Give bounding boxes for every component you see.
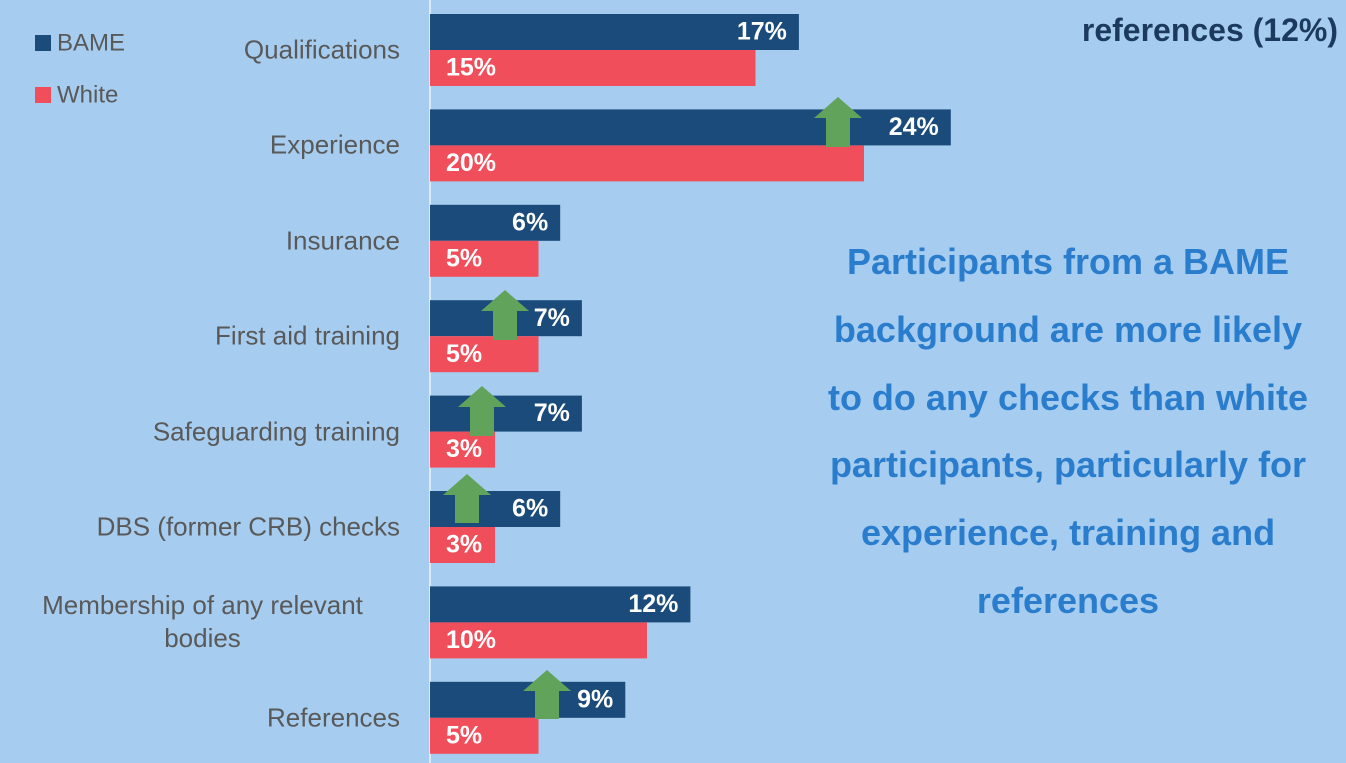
category-label: Experience [269,129,400,160]
legend-swatch [35,35,51,51]
value-label: 9% [577,685,613,713]
value-label: 7% [534,304,570,332]
bar [430,622,647,659]
category-label: Membership of any relevant bodies [42,590,363,654]
arrow [523,670,571,719]
bar [430,395,582,432]
value-label: 15% [446,54,496,82]
bar [430,240,539,277]
bar [430,586,691,623]
value-label: 5% [446,340,482,368]
value-label: 3% [446,435,482,463]
arrow [458,386,506,436]
bar [430,491,561,527]
category-label: Safeguarding training [152,416,400,447]
arrow [443,474,491,523]
value-label: 24% [889,113,939,141]
arrow [814,97,862,147]
bar [430,50,756,86]
arrows [443,97,862,719]
chart-title: references (12%) [1081,12,1338,48]
value-label: 12% [628,590,678,618]
bar [430,14,799,50]
bar [430,431,496,468]
bar [430,717,539,754]
category-label: First aid training [215,320,400,351]
bar [430,109,951,146]
category-label: Insurance [285,225,400,256]
value-label: 5% [446,244,482,272]
annotation: Participants from a BAME background are … [827,241,1309,621]
category-label: References [267,702,400,733]
value-label: 6% [512,208,548,236]
bar [430,336,539,373]
value-label: 17% [737,18,787,46]
value-label: 6% [512,495,548,523]
value-label: 7% [534,399,570,427]
legend-swatch [35,87,51,103]
bar [430,204,561,241]
category-label: Qualifications [243,34,400,65]
value-label: 10% [446,626,496,654]
bar [430,527,496,563]
legend-label: White [57,81,118,108]
bar [430,145,864,182]
value-label: 3% [446,531,482,559]
category-label: DBS (former CRB) checks [96,511,400,542]
legend-label: BAME [57,29,125,56]
arrow [481,290,529,340]
value-label: 5% [446,721,482,749]
value-label: 20% [446,149,496,177]
